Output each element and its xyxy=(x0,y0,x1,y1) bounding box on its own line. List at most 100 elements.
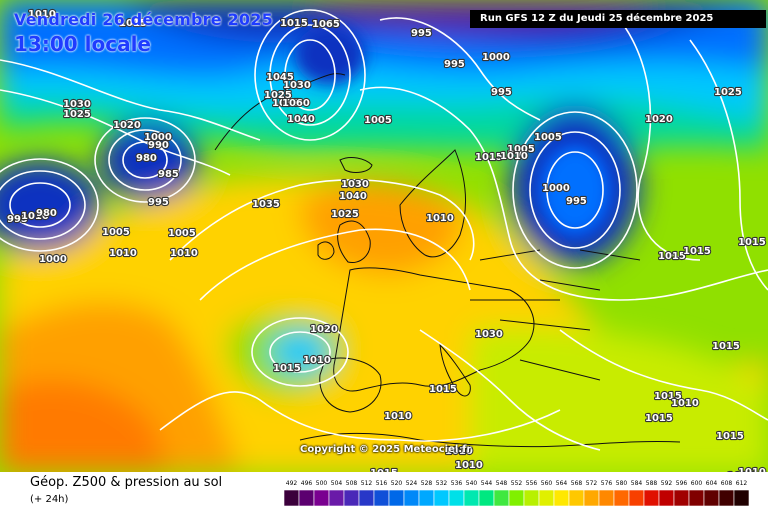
parameter-label: Géop. Z500 & pression au sol xyxy=(30,475,223,490)
pressure-label-text: 1005 xyxy=(507,144,535,155)
scale-swatch xyxy=(298,489,315,507)
pressure-label-text: 1010 xyxy=(303,355,331,366)
pressure-label-text: 985 xyxy=(158,169,179,180)
pressure-label-outline: 995 xyxy=(411,28,432,39)
pressure-label-text: 1000 xyxy=(39,254,67,265)
iberia-coast xyxy=(319,357,382,413)
italy-coast xyxy=(439,343,471,397)
pressure-label-text: 1030 xyxy=(341,179,369,190)
pressure-label-text: 1065 xyxy=(312,19,340,30)
scale-tick-label: 524 xyxy=(406,480,418,487)
scale-swatch xyxy=(343,489,360,507)
pressure-label-outline: 1020 xyxy=(113,120,141,131)
scale-swatch xyxy=(688,489,705,507)
scale-swatch xyxy=(448,489,465,507)
scale-tick-label: 548 xyxy=(496,480,508,487)
scale-tick-label: 580 xyxy=(616,480,628,487)
scale-tick-label: 512 xyxy=(361,480,373,487)
isobar xyxy=(559,329,768,421)
model-run-label: Run GFS 12 Z du Jeudi 25 décembre 2025 xyxy=(470,10,766,28)
pressure-label-outline: 1060 xyxy=(282,98,310,109)
scale-tick-label: 572 xyxy=(586,480,598,487)
coastlines xyxy=(214,73,681,448)
pressure-label-text: 1025 xyxy=(331,209,359,220)
pressure-label-outline: 1015 xyxy=(119,18,147,29)
pressure-label-text: 1010 xyxy=(445,446,473,457)
pressure-label-outline: 1010 xyxy=(28,9,56,20)
scale-tick-label: 592 xyxy=(661,480,673,487)
pressure-label-text: 1015 xyxy=(738,237,766,248)
scale-swatch xyxy=(388,489,405,507)
isobar xyxy=(269,331,331,373)
pressure-label-outline: 1010 xyxy=(109,248,137,259)
scale-swatch xyxy=(553,489,570,507)
scale-tick-label: 596 xyxy=(676,480,688,487)
valid-time: 13:00 locale xyxy=(14,32,151,56)
scale-tick-label: 576 xyxy=(601,480,613,487)
forecast-step-label: (+ 24h) xyxy=(30,494,69,505)
isobar xyxy=(512,111,638,269)
color-scale: 492 496 500 504 508 512 516 520 524 528 532 536 540 5… xyxy=(284,480,750,507)
pressure-label-outline: 1045 xyxy=(266,72,294,83)
pressure-label-text: 980 xyxy=(136,153,157,164)
isobar xyxy=(284,39,336,111)
scale-tick-label: 588 xyxy=(646,480,658,487)
pressure-label-outline: 1000 xyxy=(144,132,172,143)
pressure-label-text: 1010 xyxy=(28,9,56,20)
scale-tick-label: 556 xyxy=(526,480,538,487)
pressure-label-layer: 1010101010151015103010301025102510201020… xyxy=(6,8,767,472)
pressure-label-text: 1020 xyxy=(310,324,338,335)
scale-tick-label: 528 xyxy=(421,480,433,487)
pressure-label-text: 1060 xyxy=(282,98,310,109)
pressure-label-outline: 1005 xyxy=(168,228,196,239)
pressure-label-outline: 1020 xyxy=(645,114,673,125)
pressure-label-outline: 1015 xyxy=(716,431,744,442)
scale-swatch xyxy=(403,489,420,507)
pressure-label-outline: 1010 xyxy=(500,151,528,162)
pressure-label-outline: 1030 xyxy=(341,179,369,190)
legend-bar: Géop. Z500 & pression au sol (+ 24h) 492… xyxy=(0,472,768,512)
pressure-label-text: 1015 xyxy=(280,18,308,29)
scale-tick-label: 568 xyxy=(571,480,583,487)
pressure-label-outline: 1015 xyxy=(658,251,686,262)
pressure-label-outline: 995 xyxy=(444,59,465,70)
isobar xyxy=(9,182,71,228)
isobar xyxy=(419,329,601,451)
pressure-label-outline: 1025 xyxy=(264,90,292,101)
pressure-label-outline: 1030 xyxy=(283,80,311,91)
pressure-label-text: 1015 xyxy=(712,341,740,352)
pressure-label-outline: 1010 xyxy=(671,398,699,409)
west-atlantic-low-fill xyxy=(0,160,100,250)
pressure-label-text: 1035 xyxy=(272,98,300,109)
pressure-label-text: 980 xyxy=(36,208,57,219)
pressure-label-outline: 995 xyxy=(148,197,169,208)
pressure-label-outline: 1010 xyxy=(426,213,454,224)
scale-swatch xyxy=(718,489,735,507)
pressure-label-outline: 995 xyxy=(491,87,512,98)
scale-tick-label: 600 xyxy=(691,480,703,487)
